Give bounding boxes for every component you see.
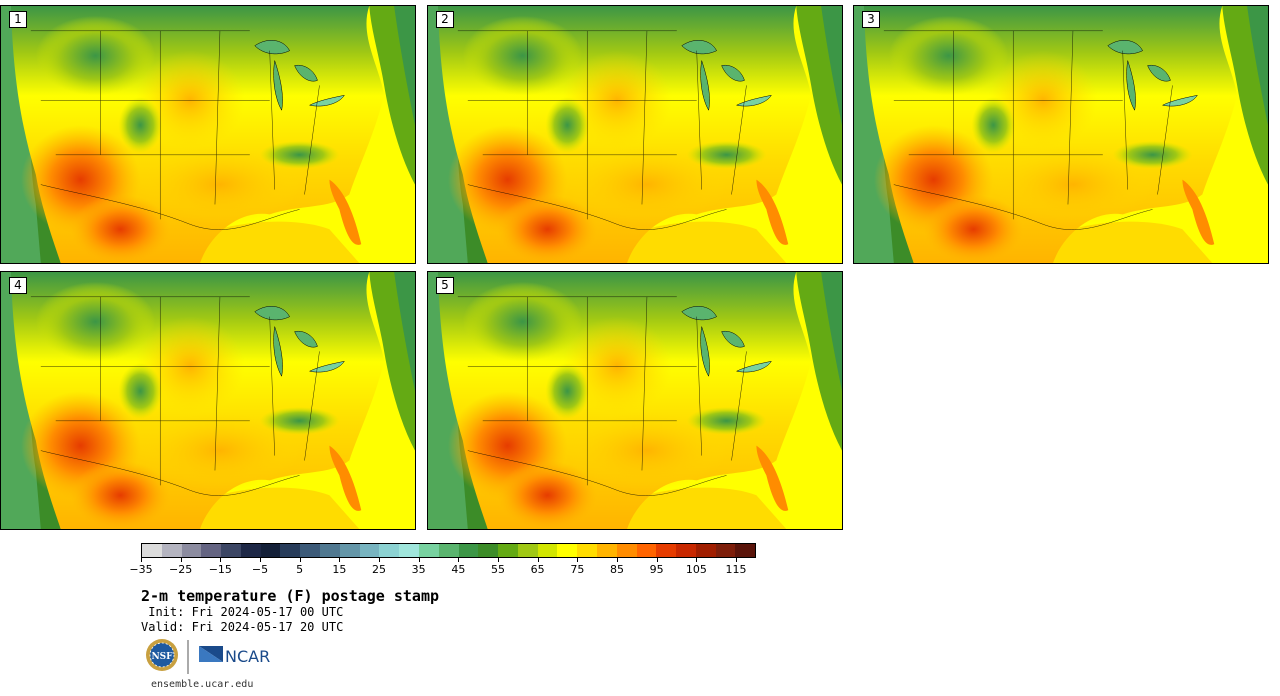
colorbar-swatch (517, 544, 538, 557)
colorbar-swatch (379, 544, 400, 557)
colorbar-tick-label: 105 (685, 563, 707, 576)
logos: NSF NCAR (146, 639, 270, 674)
colorbar-swatch (656, 544, 677, 557)
nsf-text: NSF (151, 652, 173, 662)
colorbar-swatch (300, 544, 321, 557)
colorbar-swatch (676, 544, 696, 557)
colorbar-swatch (280, 544, 301, 557)
colorbar-swatch (478, 544, 499, 557)
chart-title: 2-m temperature (F) postage stamp (141, 587, 440, 605)
stamp-number-label: 1 (9, 11, 27, 28)
ncar-text: NCAR (225, 647, 270, 666)
colorbar-swatch (260, 544, 281, 557)
map-stamp-5: 5 (427, 271, 843, 530)
colorbar-swatch (636, 544, 657, 557)
colorbar-tick-label: 5 (296, 563, 304, 576)
colorbar-tick (656, 558, 658, 562)
colorbar-tick (617, 558, 618, 562)
colorbar-swatch (498, 544, 518, 557)
colorbar-tick-label: −35 (129, 563, 153, 576)
valid-time: Valid: Fri 2024-05-17 20 UTC (141, 620, 344, 634)
colorbar-tick (418, 558, 420, 562)
colorbar-tick-label: −5 (251, 563, 269, 576)
colorbar-swatch (695, 544, 716, 557)
colorbar-swatch (735, 544, 756, 557)
colorbar-swatch (537, 544, 558, 557)
colorbar-tick (260, 558, 261, 562)
site-url: ensemble.ucar.edu (151, 679, 254, 690)
colorbar-swatch (596, 544, 617, 557)
colorbar-swatch (142, 544, 162, 557)
colorbar-tick (379, 558, 380, 562)
map-stamp-3: 3 (853, 5, 1269, 264)
colorbar-tick (458, 558, 460, 562)
stamp-number-label: 5 (436, 277, 454, 294)
colorbar-swatch (161, 544, 182, 557)
colorbar-swatch (715, 544, 736, 557)
colorbar-tick (220, 558, 222, 562)
map-stamp-4: 4 (0, 271, 416, 530)
colorbar-swatch (240, 544, 261, 557)
colorbar-swatch (616, 544, 637, 557)
colorbar-tick-label: 85 (610, 563, 624, 576)
colorbar-swatch (221, 544, 241, 557)
colorbar-tick (498, 558, 499, 562)
colorbar-tick (537, 558, 539, 562)
nsf-logo: NSF (146, 639, 178, 671)
colorbar-tick (141, 558, 142, 562)
colorbar-tick-label: −15 (208, 563, 232, 576)
stamp-number-label: 4 (9, 277, 27, 294)
map-stamp-1: 1 (0, 5, 416, 264)
colorbar-tick (180, 558, 182, 562)
colorbar-tick-label: 95 (649, 563, 664, 576)
colorbar-swatch (458, 544, 479, 557)
colorbar-swatch (201, 544, 222, 557)
colorbar-ticks: −35 −25 −15 −5 5 15 25 35 45 55 65 75 85 95 105 115 (129, 558, 756, 580)
colorbar-tick (696, 558, 698, 562)
colorbar-tick-label: −25 (169, 563, 193, 576)
colorbar-tick-label: 75 (570, 563, 585, 576)
map-stamp-2: 2 (427, 5, 843, 264)
colorbar-tick-label: 55 (491, 563, 505, 576)
colorbar-swatch (577, 544, 597, 557)
colorbar-tick-label: 115 (725, 563, 747, 576)
colorbar-tick (577, 558, 579, 562)
stamp-number-label: 3 (862, 11, 880, 28)
colorbar-swatch (438, 544, 459, 557)
colorbar-tick (339, 558, 341, 562)
colorbar-swatch (418, 544, 439, 557)
temperature-colorbar (141, 543, 756, 558)
colorbar-swatch (320, 544, 340, 557)
colorbar-tick (299, 558, 301, 562)
colorbar-tick-label: 15 (332, 563, 347, 576)
colorbar-tick-label: 35 (411, 563, 426, 576)
colorbar-tick-label: 25 (372, 563, 386, 576)
colorbar-swatch (181, 544, 202, 557)
colorbar-swatch (399, 544, 419, 557)
colorbar-tick (736, 558, 737, 562)
init-time: Init: Fri 2024-05-17 00 UTC (141, 605, 344, 619)
ncar-logo: NCAR (199, 646, 270, 666)
colorbar-tick-label: 45 (451, 563, 466, 576)
stamp-number-label: 2 (436, 11, 454, 28)
colorbar-tick-label: 65 (530, 563, 545, 576)
colorbar-swatch (557, 544, 578, 557)
colorbar-swatch (359, 544, 380, 557)
colorbar-swatch (339, 544, 360, 557)
